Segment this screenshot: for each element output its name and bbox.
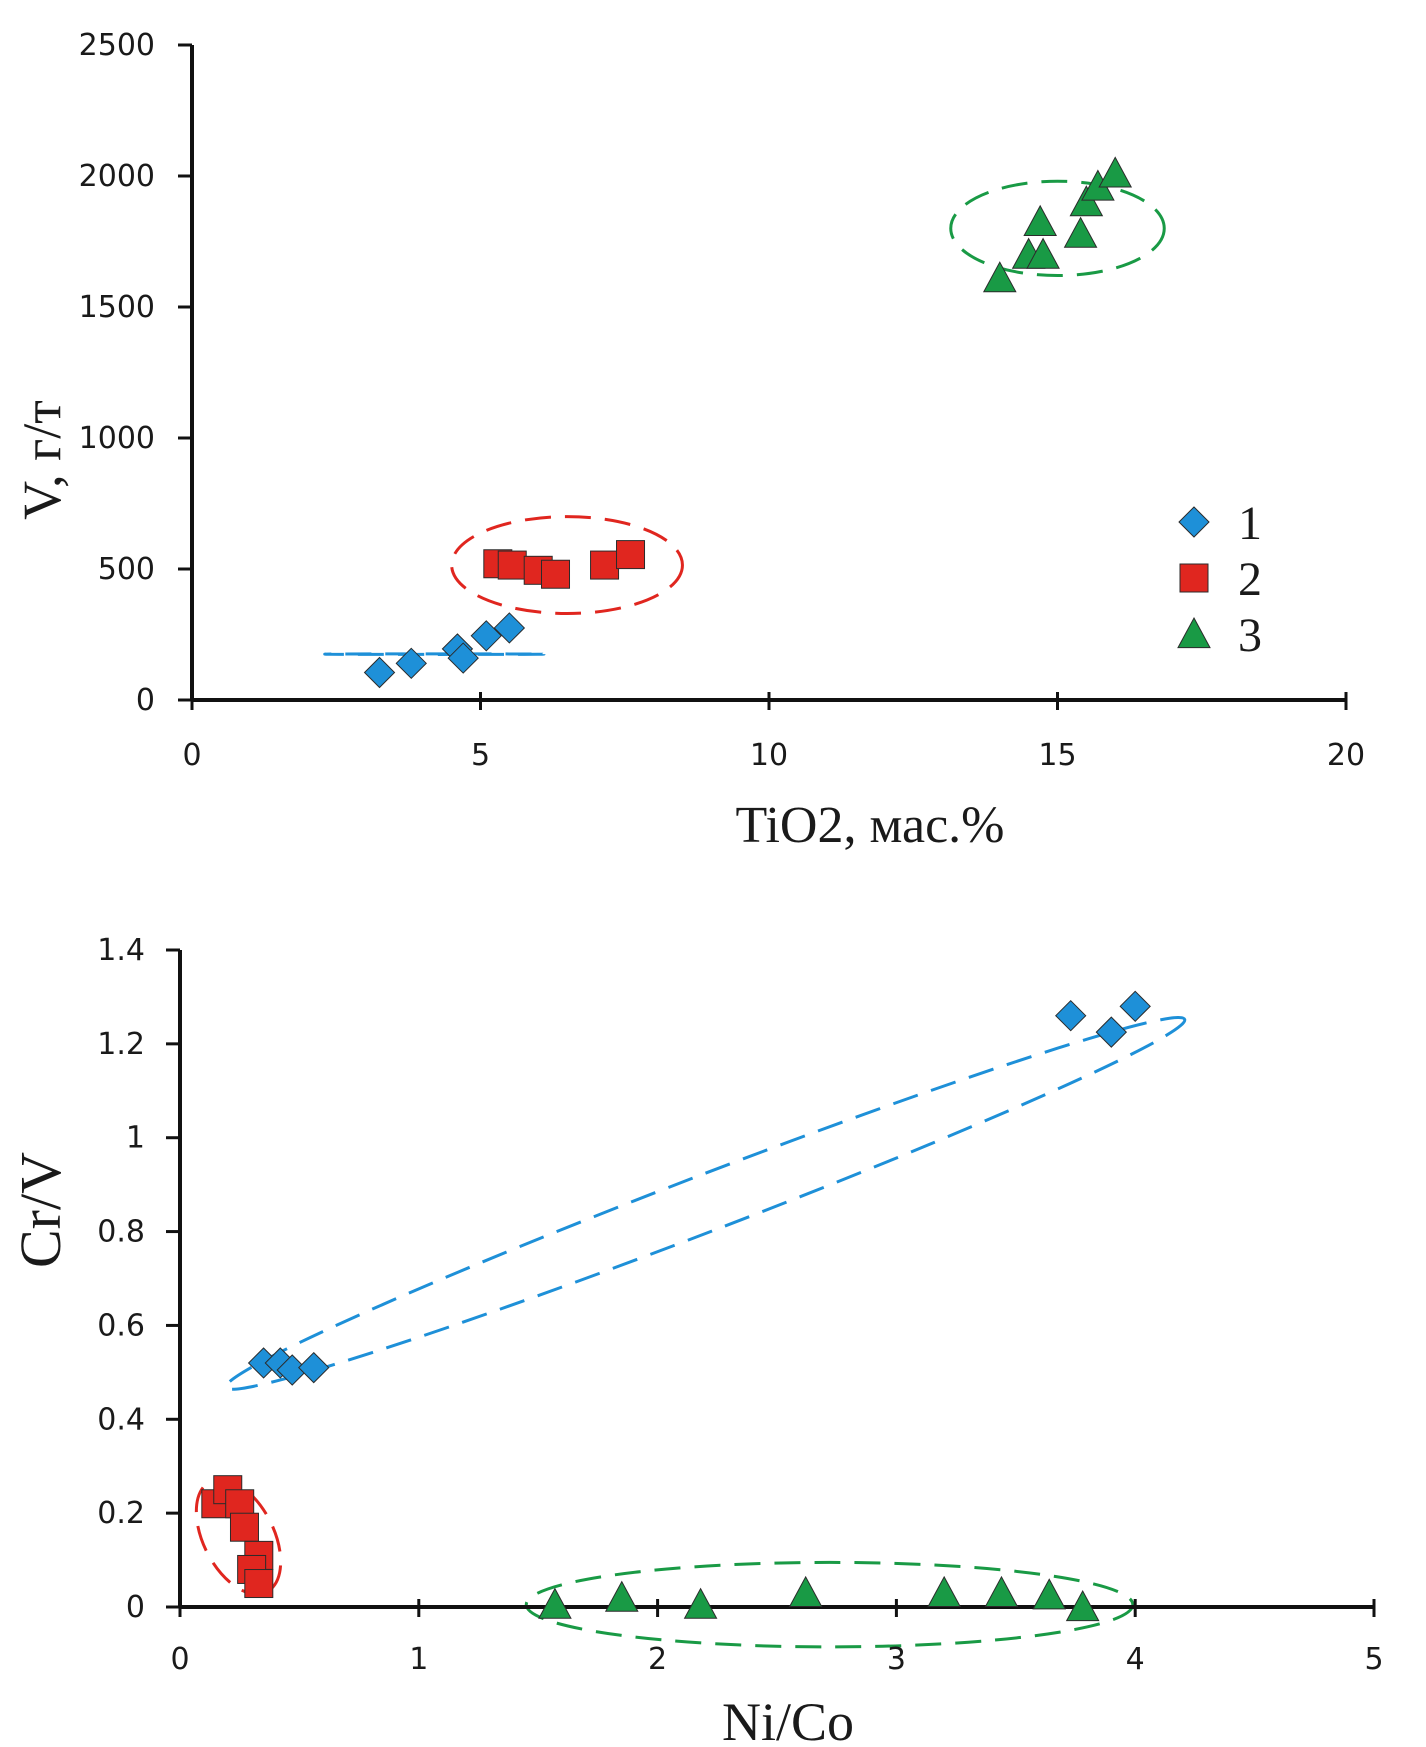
y-tick-label: 1500 <box>79 290 155 325</box>
y-tick-label: 0.2 <box>97 1496 145 1531</box>
data-point-series-2 <box>244 1569 274 1599</box>
legend-label-series-2: 2 <box>1238 553 1262 606</box>
x-tick-label: 0 <box>182 738 201 773</box>
y-tick-label: 2500 <box>79 28 155 63</box>
y-axis-title: V, г/т <box>12 400 72 520</box>
data-point-series-3 <box>1032 1578 1067 1610</box>
data-point-series-1 <box>470 620 502 652</box>
x-tick-label: 1 <box>409 1642 428 1677</box>
data-point-series-1 <box>493 612 526 644</box>
y-tick-label: 1 <box>126 1121 145 1156</box>
data-point-series-3 <box>538 1587 572 1619</box>
data-point-series-2 <box>590 550 620 580</box>
x-tick-label: 2 <box>648 1642 667 1677</box>
data-point-series-3 <box>604 1580 639 1612</box>
data-point-series-3 <box>984 1575 1019 1608</box>
data-point-series-3 <box>1069 185 1104 217</box>
y-tick-label: 0 <box>136 683 155 718</box>
x-tick-label: 4 <box>1126 1642 1145 1677</box>
group-ellipse-series-2 <box>450 515 684 616</box>
x-tick-label: 20 <box>1327 738 1365 773</box>
x-tick-label: 15 <box>1038 738 1076 773</box>
legend-marker-series-3 <box>1177 616 1211 649</box>
x-tick-label: 3 <box>887 1642 906 1677</box>
x-tick-label: 5 <box>1364 1642 1383 1677</box>
x-tick-label: 10 <box>750 738 788 773</box>
x-tick-label: 5 <box>471 738 490 773</box>
data-point-series-3 <box>1065 1589 1100 1622</box>
data-point-series-1 <box>1055 999 1087 1032</box>
x-axis-title: TiO2, мас.% <box>736 797 1005 854</box>
y-tick-label: 2000 <box>79 159 155 194</box>
x-tick-label: 0 <box>170 1642 189 1677</box>
data-point-series-3 <box>788 1575 823 1608</box>
chart-1-tio2-vs-v: 0 5 10 15 20 0 500 1000 1500 2000 2500 TiO2, мас.% V… <box>12 28 1365 854</box>
data-point-series-2 <box>229 1512 259 1542</box>
y-tick-label: 0.8 <box>97 1215 145 1250</box>
data-point-series-3 <box>1098 156 1133 188</box>
data-point-series-3 <box>927 1575 961 1608</box>
group-ellipse-series-3 <box>524 1560 1135 1649</box>
data-point-series-3 <box>1063 216 1098 248</box>
y-tick-label: 0.6 <box>97 1308 145 1343</box>
group-ellipse-series-3 <box>949 179 1166 278</box>
data-point-series-3 <box>1023 204 1058 236</box>
group-ellipse-series-1 <box>224 1016 1187 1391</box>
y-tick-label: 0 <box>126 1590 145 1625</box>
data-point-series-3 <box>982 261 1017 293</box>
legend-label-series-1: 1 <box>1238 497 1262 550</box>
x-axis-title: Ni/Co <box>722 1692 854 1747</box>
chart-2-nico-vs-crv: 0 1 2 3 4 5 0 0.2 0.4 0.6 0.8 1 1.2 1.4 Ni/Co Cr/V <box>8 933 1384 1747</box>
legend-marker-series-1 <box>1178 506 1210 538</box>
group-ellipse-series-1 <box>323 652 546 656</box>
y-tick-label: 500 <box>98 552 155 587</box>
data-point-series-1 <box>298 1351 330 1384</box>
data-point-series-2 <box>497 550 527 580</box>
y-tick-label: 0.4 <box>97 1402 145 1437</box>
data-point-series-1 <box>1095 1016 1128 1048</box>
data-point-series-3 <box>1026 237 1060 269</box>
y-tick-label: 1.2 <box>97 1027 145 1062</box>
data-point-series-1 <box>395 647 427 680</box>
data-point-series-2 <box>541 559 571 589</box>
data-point-series-2 <box>616 540 646 570</box>
data-point-series-1 <box>1119 990 1151 1023</box>
y-axis-title: Cr/V <box>8 1152 73 1268</box>
data-point-series-1 <box>447 642 479 674</box>
data-point-series-1 <box>363 656 396 689</box>
y-tick-label: 1000 <box>79 421 155 456</box>
legend-label-series-3: 3 <box>1238 609 1262 662</box>
data-point-series-3 <box>683 1587 718 1619</box>
y-tick-label: 1.4 <box>97 933 145 968</box>
legend-marker-series-2 <box>1179 563 1209 593</box>
